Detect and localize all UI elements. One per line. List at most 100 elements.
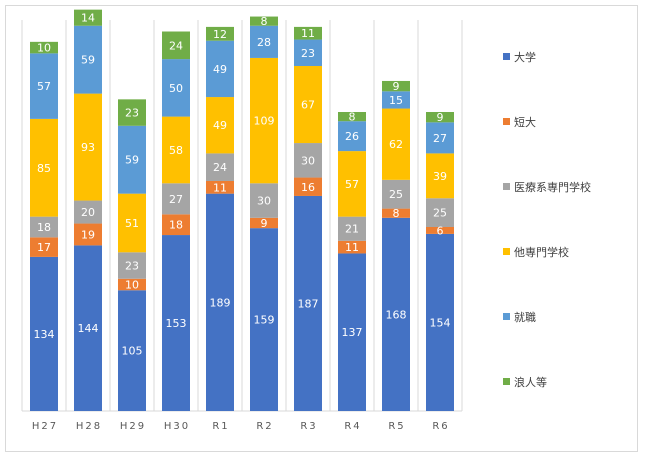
data-label: 11 — [345, 241, 359, 254]
bar-segment — [118, 278, 146, 291]
bar-segment — [250, 217, 278, 229]
data-label: 49 — [213, 63, 227, 76]
bar-segment — [338, 253, 366, 411]
data-label: 30 — [257, 195, 271, 208]
bar-segment — [30, 53, 58, 119]
data-label: 18 — [169, 219, 183, 232]
legend-entry: 他専門学校 — [514, 245, 569, 259]
data-label: 26 — [345, 130, 359, 143]
data-label: 50 — [169, 82, 183, 95]
bar-segment — [206, 26, 234, 41]
data-label: 49 — [213, 119, 227, 132]
x-tick-label: R3 — [300, 421, 317, 432]
data-label: 58 — [169, 144, 183, 157]
x-tick-label: H30 — [164, 421, 190, 432]
x-tick-label: R6 — [432, 421, 449, 432]
bar-segment — [250, 57, 278, 184]
bar-segment — [118, 252, 146, 279]
bar-segment — [250, 25, 278, 58]
bars — [30, 9, 454, 411]
bar-segment — [30, 256, 58, 411]
data-label: 137 — [342, 326, 363, 339]
bar-segment — [30, 216, 58, 238]
bar-segment — [294, 66, 322, 144]
data-label: 85 — [37, 162, 51, 175]
x-tick-label: R2 — [256, 421, 273, 432]
bar-segment — [382, 217, 410, 411]
bar-segment — [382, 208, 410, 218]
data-label: 8 — [393, 207, 400, 220]
bar-segment — [426, 122, 454, 154]
bar-segment — [382, 179, 410, 209]
bar-segment — [74, 245, 102, 411]
data-label: 8 — [349, 111, 356, 124]
bar-segment — [118, 99, 146, 126]
bar-segment — [30, 237, 58, 257]
x-tick-label: R5 — [388, 421, 405, 432]
bar-segment — [382, 91, 410, 109]
bar-segment — [426, 153, 454, 199]
bar-segment — [162, 214, 190, 236]
legend-swatch — [503, 118, 510, 125]
data-label: 11 — [213, 181, 227, 194]
bar-segment — [338, 216, 366, 241]
x-tick-label: R4 — [344, 421, 361, 432]
bar-segment — [74, 93, 102, 201]
data-label: 19 — [81, 228, 95, 241]
data-label: 8 — [261, 15, 268, 28]
data-label: 93 — [81, 141, 95, 154]
bar-segment — [30, 118, 58, 217]
legend-swatch — [503, 313, 510, 320]
bar-segment — [338, 121, 366, 152]
data-label: 24 — [213, 161, 227, 174]
x-tick-label: H27 — [32, 421, 58, 432]
bar-segment — [74, 25, 102, 94]
legend-entry: 浪人等 — [514, 375, 547, 389]
bar-segment — [338, 151, 366, 217]
data-label: 25 — [433, 207, 447, 220]
data-label: 109 — [254, 115, 275, 128]
bar-segment — [426, 112, 454, 123]
bar-segment — [294, 39, 322, 66]
data-label: 9 — [261, 217, 268, 230]
data-label: 16 — [301, 181, 315, 194]
data-label: 168 — [386, 308, 407, 321]
data-label: 154 — [430, 316, 451, 329]
data-label: 187 — [298, 297, 319, 310]
data-label: 20 — [81, 206, 95, 219]
bar-segment — [162, 183, 190, 215]
data-label: 57 — [37, 80, 51, 93]
bar-segment — [206, 193, 234, 411]
bar-segment — [294, 26, 322, 40]
bar-segment — [118, 290, 146, 411]
legend-swatch — [503, 378, 510, 385]
x-tick-label: R1 — [212, 421, 229, 432]
data-label: 51 — [125, 217, 139, 230]
x-tick-label: H29 — [120, 421, 146, 432]
bar-segment — [426, 198, 454, 227]
bar-segment — [162, 59, 190, 117]
data-label: 144 — [78, 322, 99, 335]
data-label: 25 — [389, 188, 403, 201]
x-tick-label: H28 — [76, 421, 102, 432]
bar-segment — [294, 177, 322, 196]
data-label: 57 — [345, 178, 359, 191]
bar-segment — [162, 235, 190, 411]
data-label: 24 — [169, 39, 183, 52]
bar-segment — [338, 240, 366, 254]
data-label: 39 — [433, 170, 447, 183]
bar-segment — [250, 16, 278, 26]
data-label: 14 — [81, 12, 95, 25]
legend-entry: 就職 — [514, 310, 536, 324]
data-label: 28 — [257, 36, 271, 49]
legend-entry: 大学 — [514, 50, 536, 64]
bar-segment — [74, 223, 102, 246]
data-label: 67 — [301, 99, 315, 112]
data-label: 23 — [125, 260, 139, 273]
bar-segment — [206, 40, 234, 98]
bar-segment — [426, 227, 454, 234]
data-label: 15 — [389, 94, 403, 107]
data-label: 12 — [213, 28, 227, 41]
